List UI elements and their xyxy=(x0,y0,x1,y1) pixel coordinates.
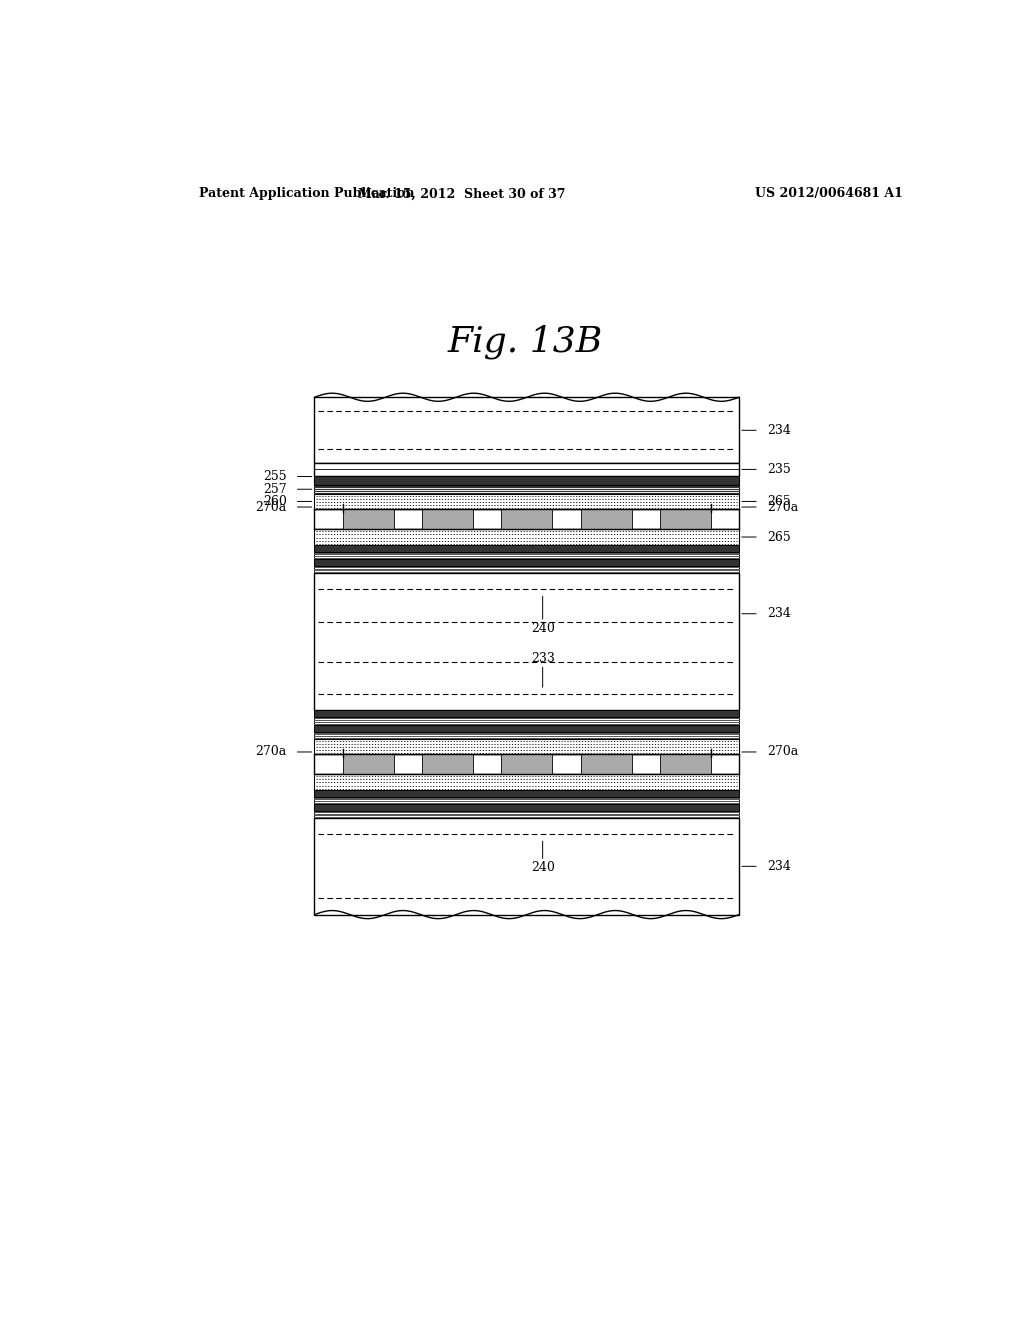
Bar xyxy=(314,775,739,789)
Bar xyxy=(343,510,394,529)
Text: 233: 233 xyxy=(530,652,555,664)
Text: 234: 234 xyxy=(767,424,791,437)
Bar xyxy=(581,510,632,529)
Bar xyxy=(314,731,739,739)
Bar xyxy=(659,510,711,529)
Text: US 2012/0064681 A1: US 2012/0064681 A1 xyxy=(755,187,903,201)
Bar xyxy=(314,739,739,754)
Text: 257: 257 xyxy=(263,483,287,496)
Text: 270a: 270a xyxy=(767,746,798,759)
Bar xyxy=(314,566,739,573)
Text: Fig. 13B: Fig. 13B xyxy=(447,325,602,359)
Text: 234: 234 xyxy=(767,607,791,620)
Bar xyxy=(314,754,739,775)
Bar xyxy=(314,818,739,915)
Text: 265: 265 xyxy=(767,495,791,508)
Bar xyxy=(314,558,739,566)
Text: 255: 255 xyxy=(263,470,287,483)
Text: 270a: 270a xyxy=(255,746,287,759)
Bar xyxy=(581,754,632,775)
Bar xyxy=(422,754,473,775)
Bar xyxy=(314,789,739,797)
Text: 270a: 270a xyxy=(767,500,798,513)
Bar xyxy=(422,510,473,529)
Bar xyxy=(343,754,394,775)
Text: 240: 240 xyxy=(530,861,555,874)
Bar xyxy=(314,810,739,818)
Text: Patent Application Publication: Patent Application Publication xyxy=(200,187,415,201)
Text: 235: 235 xyxy=(767,463,791,477)
Bar xyxy=(314,529,739,545)
Bar xyxy=(314,484,739,494)
Bar xyxy=(314,494,739,510)
Bar xyxy=(314,475,739,484)
Bar xyxy=(314,804,739,810)
Bar xyxy=(314,797,739,804)
Bar xyxy=(314,718,739,725)
Text: 260: 260 xyxy=(263,495,287,508)
Bar xyxy=(314,710,739,718)
Text: Mar. 15, 2012  Sheet 30 of 37: Mar. 15, 2012 Sheet 30 of 37 xyxy=(357,187,565,201)
Text: 265: 265 xyxy=(767,531,791,544)
Bar xyxy=(314,725,739,731)
Bar xyxy=(502,510,552,529)
Text: 240: 240 xyxy=(530,622,555,635)
Bar xyxy=(314,552,739,558)
Text: 270a: 270a xyxy=(255,500,287,513)
Bar xyxy=(314,573,739,710)
Bar xyxy=(659,754,711,775)
Bar xyxy=(314,545,739,552)
Bar xyxy=(314,463,739,475)
Bar xyxy=(314,397,739,463)
Bar xyxy=(314,510,739,529)
Bar xyxy=(502,754,552,775)
Text: 234: 234 xyxy=(767,859,791,873)
